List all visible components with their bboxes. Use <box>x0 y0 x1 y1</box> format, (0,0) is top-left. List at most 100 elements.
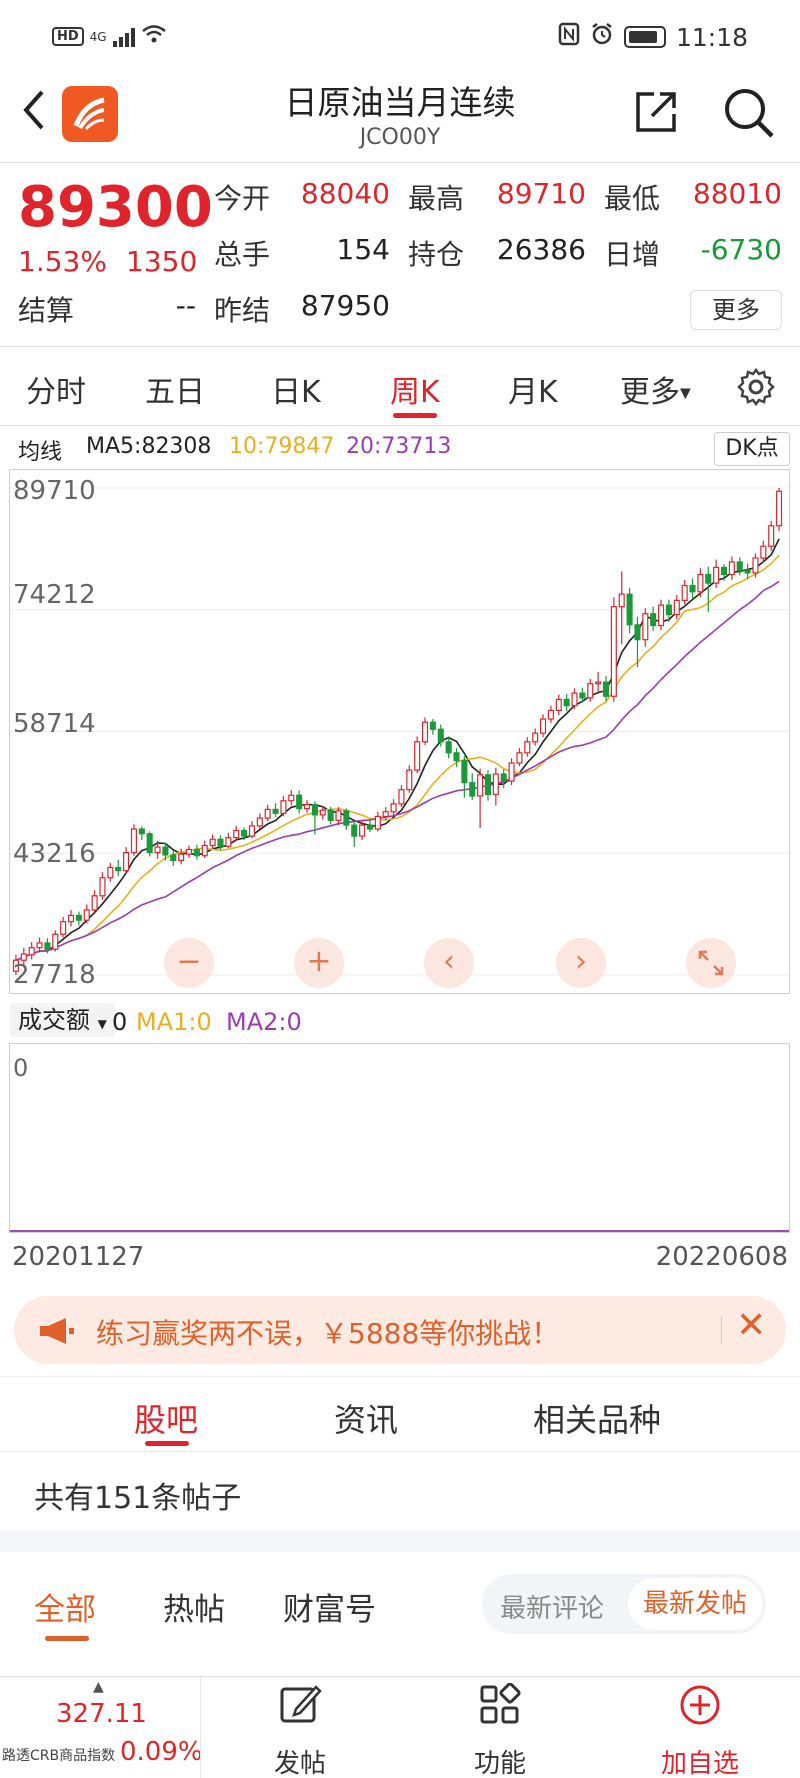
chart-settings-button[interactable] <box>736 367 776 411</box>
caret-up-icon[interactable]: ▲ <box>93 1679 104 1695</box>
candle-body <box>193 848 200 857</box>
filter-all[interactable]: 全部 <box>34 1592 96 1628</box>
candle <box>610 597 617 702</box>
candle <box>563 693 570 712</box>
daily-change-label: 日增 <box>604 238 661 271</box>
candle-body <box>185 848 193 855</box>
volume-ma2: MA2:0 <box>226 1008 302 1036</box>
candle-body <box>311 804 318 816</box>
tab-forum[interactable]: 股吧 <box>134 1401 199 1439</box>
y-tick-label: 27718 <box>13 960 96 990</box>
add-watchlist-button[interactable]: 加自选 <box>640 1683 760 1778</box>
candle-body <box>673 599 680 616</box>
signal-icon <box>112 27 135 47</box>
back-button[interactable] <box>20 88 46 139</box>
candle <box>477 768 484 829</box>
hd-badge: HD <box>52 27 84 46</box>
edit-icon <box>280 1685 322 1723</box>
candle-body <box>587 683 594 699</box>
app-logo[interactable] <box>62 86 118 142</box>
status-right: 11:18 <box>558 22 748 52</box>
tab-intraday[interactable]: 分时 <box>26 375 86 410</box>
chevron-right-icon: › <box>575 944 587 979</box>
zoom-out-button[interactable]: − <box>164 938 214 988</box>
candle <box>500 769 507 789</box>
candle <box>343 808 350 830</box>
volume-chart[interactable]: 0 <box>9 1043 790 1233</box>
candle <box>547 705 554 723</box>
candle <box>760 540 767 563</box>
candle <box>776 488 783 532</box>
candle-body <box>107 866 114 879</box>
candle <box>83 904 90 924</box>
candle <box>406 765 413 793</box>
dk-points-button[interactable]: DK点 <box>714 432 790 466</box>
candle <box>634 616 641 668</box>
volume-label: 总手 <box>214 238 271 271</box>
tab-weekly-k[interactable]: 周K <box>390 375 440 410</box>
fullscreen-button[interactable] <box>686 938 736 988</box>
candle-body <box>75 914 82 921</box>
candle <box>437 724 444 747</box>
sort-latest-comment[interactable]: 最新评论 <box>500 1594 605 1624</box>
header: 日原油当月连续 JCO00Y <box>0 70 800 162</box>
candle-body <box>343 810 350 826</box>
settlement-label: 结算 <box>18 294 75 327</box>
candle-body <box>99 877 106 897</box>
instrument-code: JCO00Y <box>359 125 441 150</box>
candle-body <box>579 692 586 699</box>
candle-body <box>319 809 326 816</box>
candle-body <box>272 808 279 814</box>
sort-latest-post[interactable]: 最新发帖 <box>628 1578 762 1630</box>
tab-news[interactable]: 资讯 <box>334 1401 399 1439</box>
filter-hot[interactable]: 热帖 <box>163 1592 225 1628</box>
indicator-select[interactable]: 成交额 ▼ <box>10 1003 115 1037</box>
nfc-icon <box>558 22 580 52</box>
search-button[interactable] <box>722 86 776 144</box>
candle <box>60 917 67 938</box>
close-icon[interactable]: ✕ <box>736 1305 767 1346</box>
candle-body <box>595 681 602 685</box>
candle-body <box>752 557 759 574</box>
functions-button[interactable]: 功能 <box>440 1683 560 1778</box>
instrument-title: 日原油当月连续 <box>284 83 516 122</box>
status-bar: HD 4G 11:18 <box>0 0 800 70</box>
candle <box>689 578 696 599</box>
post-button[interactable]: 发帖 <box>240 1683 360 1778</box>
scroll-left-button[interactable]: ‹ <box>424 938 474 988</box>
ma-legend-label: 均线 <box>18 440 63 465</box>
tab-daily-k[interactable]: 日K <box>271 375 321 410</box>
share-button[interactable] <box>632 88 680 140</box>
index-value[interactable]: 327.11 <box>56 1699 147 1729</box>
candle <box>587 678 594 702</box>
candle-body <box>327 809 334 821</box>
candle <box>233 825 240 841</box>
candle-body <box>705 573 712 584</box>
filter-wealth[interactable]: 财富号 <box>283 1592 376 1628</box>
tab-monthly-k[interactable]: 月K <box>508 375 558 410</box>
candle <box>335 807 342 826</box>
candle-body <box>461 760 468 784</box>
more-quote-button[interactable]: 更多 <box>690 290 782 330</box>
kline-chart[interactable]: 89710 74212 58714 43216 27718 <box>9 469 790 994</box>
scroll-right-button[interactable]: › <box>556 938 606 988</box>
candle-body <box>689 584 696 593</box>
candle-body <box>154 846 161 854</box>
promo-banner[interactable]: 练习赢奖两不误，￥5888等你挑战！ ✕ <box>14 1296 786 1364</box>
candle <box>366 818 374 833</box>
candle-body <box>508 762 515 782</box>
high-value: 89710 <box>496 177 586 210</box>
candle <box>658 599 665 631</box>
sort-toggle: 最新评论 最新发帖 <box>482 1574 766 1634</box>
tab-five-day[interactable]: 五日 <box>145 375 205 410</box>
candle-body <box>618 593 625 608</box>
candle-body <box>626 593 633 626</box>
tab-more-periods[interactable]: 更多▼ <box>620 367 691 411</box>
battery-icon <box>623 26 666 48</box>
tab-related[interactable]: 相关品种 <box>533 1401 662 1439</box>
candle <box>484 770 492 801</box>
candle <box>398 785 405 808</box>
zoom-in-button[interactable]: + <box>294 938 344 988</box>
logo-icon <box>73 97 105 131</box>
candle-body <box>44 942 51 950</box>
